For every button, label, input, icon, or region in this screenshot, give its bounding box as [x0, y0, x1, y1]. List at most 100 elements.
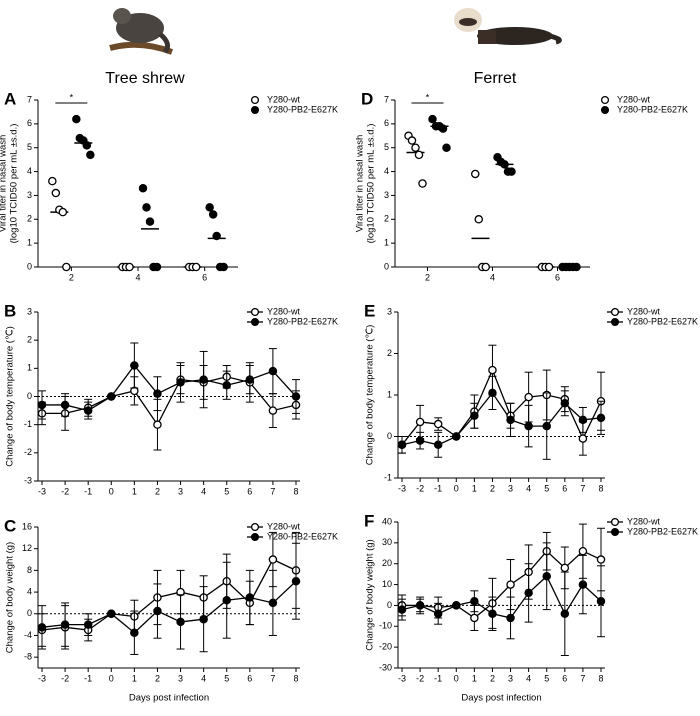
- y-tick-label: 3: [387, 306, 392, 316]
- legend-marker: [610, 307, 620, 317]
- x-tick-label: 6: [247, 486, 252, 496]
- x-tick-label: -3: [398, 483, 406, 493]
- x-tick-label: 3: [508, 483, 513, 493]
- data-point: [470, 613, 479, 623]
- data-point: [130, 361, 139, 370]
- x-tick-label: 2: [490, 483, 495, 493]
- data-point: [291, 392, 301, 401]
- data-point: [415, 601, 425, 610]
- y-tick-label: -8: [24, 652, 32, 662]
- data-point: [596, 597, 606, 606]
- legend-marker: [600, 105, 610, 115]
- data-point: [60, 400, 70, 410]
- data-point: [474, 215, 483, 224]
- x-tick-label: 5: [544, 483, 549, 493]
- data-point: [291, 576, 301, 586]
- data-point: [72, 114, 81, 124]
- data-point: [153, 420, 162, 429]
- data-point: [414, 150, 424, 160]
- x-tick-label: -3: [38, 673, 46, 683]
- y-tick-label: -20: [379, 642, 392, 652]
- x-axis-label: Days post infection: [129, 693, 209, 704]
- data-point: [433, 609, 443, 619]
- y-tick-label: 8: [27, 565, 32, 575]
- x-tick-label: -3: [398, 673, 406, 683]
- x-tick-label: 2: [69, 272, 74, 282]
- x-tick-label: -1: [84, 673, 92, 683]
- y-tick-label: 0: [27, 391, 32, 401]
- data-point: [107, 392, 116, 401]
- data-point: [470, 597, 479, 606]
- y-tick-label: 2: [384, 214, 389, 224]
- tree-shrew-illustration: [109, 8, 174, 55]
- data-point: [245, 375, 255, 384]
- x-tick-label: 0: [109, 673, 114, 683]
- data-point: [138, 184, 148, 193]
- x-tick-label: 7: [270, 486, 275, 496]
- data-point: [268, 598, 278, 608]
- y-axis-label: Change of body temperature (℃): [5, 326, 16, 467]
- data-point: [506, 415, 515, 425]
- x-tick-label: 3: [178, 673, 183, 683]
- data-point: [544, 262, 554, 272]
- x-tick-label: 5: [544, 673, 549, 683]
- data-point: [48, 176, 57, 186]
- x-tick-label: 6: [202, 272, 207, 282]
- y-axis-label: (log10 TCID50 per mL ±s.d.): [366, 124, 377, 244]
- data-point: [438, 124, 448, 133]
- data-point: [83, 406, 93, 415]
- data-point: [524, 588, 533, 598]
- data-point: [542, 571, 551, 581]
- column-title: Tree shrew: [105, 70, 185, 87]
- data-point: [428, 114, 437, 124]
- y-tick-label: 4: [27, 586, 32, 596]
- y-tick-label: 40: [382, 516, 392, 526]
- y-tick-label: 12: [22, 543, 32, 553]
- data-point: [415, 417, 425, 427]
- data-point: [433, 440, 443, 450]
- legend-label: Y280-wt: [267, 521, 301, 531]
- legend-label: Y280-wt: [267, 306, 301, 316]
- legend-label: Y280-wt: [267, 94, 301, 104]
- data-point: [62, 262, 71, 272]
- x-tick-label: 7: [580, 483, 585, 493]
- y-tick-label: 0: [27, 261, 32, 271]
- y-tick-label: 10: [382, 579, 392, 589]
- data-point: [524, 421, 533, 431]
- data-point: [83, 620, 93, 629]
- data-point: [572, 262, 581, 272]
- y-tick-label: -1: [384, 472, 392, 482]
- panel-label: C: [4, 516, 16, 535]
- data-point: [142, 203, 151, 212]
- data-point: [58, 207, 68, 217]
- data-point: [176, 617, 185, 627]
- series-line: [402, 550, 602, 619]
- data-point: [208, 210, 218, 219]
- legend-label: Y280-PB2-E627K: [267, 531, 338, 541]
- significance-label: *: [70, 92, 74, 102]
- y-tick-label: 5: [384, 142, 389, 152]
- series-line: [41, 558, 297, 631]
- x-axis-label: Days post infection: [461, 693, 541, 704]
- data-point: [578, 434, 588, 443]
- data-point: [130, 628, 139, 638]
- data-point: [560, 609, 570, 619]
- data-point: [560, 563, 570, 573]
- legend-marker: [250, 522, 260, 532]
- x-tick-label: 4: [526, 483, 531, 493]
- x-tick-label: 6: [555, 272, 560, 282]
- y-tick-label: -2: [24, 447, 32, 457]
- legend-marker: [250, 95, 260, 105]
- y-tick-label: 3: [27, 190, 32, 200]
- x-tick-label: 6: [562, 483, 567, 493]
- data-point: [452, 601, 461, 610]
- y-axis-label: (log10 TCID50 per mL ±s.d.): [9, 124, 20, 244]
- series-line: [401, 391, 602, 446]
- x-tick-label: 3: [178, 486, 183, 496]
- data-point: [411, 143, 420, 152]
- data-point: [191, 262, 201, 272]
- data-point: [199, 375, 208, 384]
- series-line: [42, 364, 297, 412]
- y-tick-label: 5: [27, 142, 32, 152]
- data-point: [268, 406, 278, 415]
